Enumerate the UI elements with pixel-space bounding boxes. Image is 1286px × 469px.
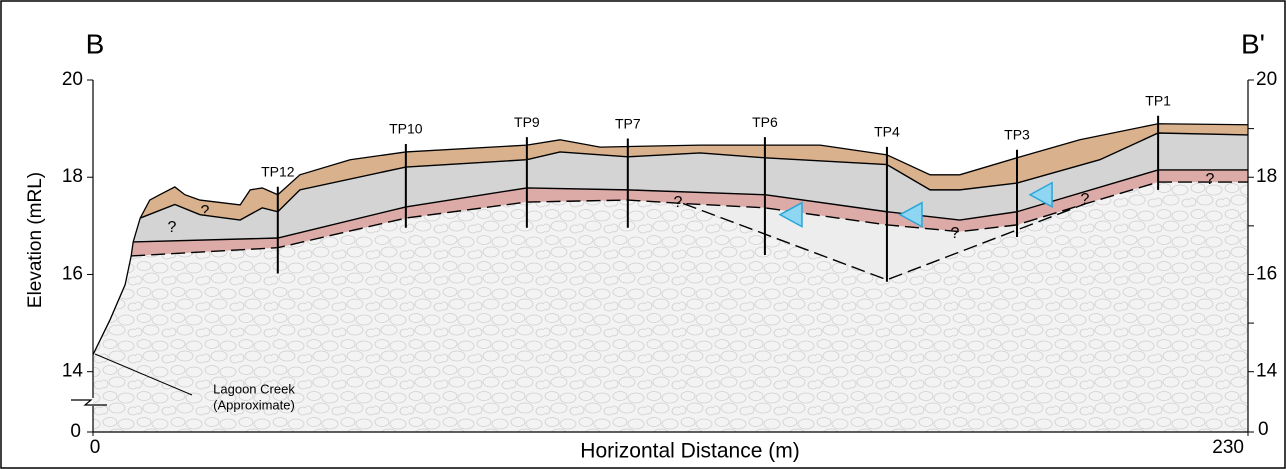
- query-mark: ?: [1081, 191, 1090, 208]
- test-pit-label: TP7: [615, 115, 641, 131]
- x-tick-label: 0: [90, 437, 101, 458]
- annotation: (Approximate): [213, 397, 295, 412]
- test-pit-label: TP6: [752, 114, 778, 130]
- test-pit-label: TP1: [1145, 92, 1171, 108]
- query-mark: ?: [674, 194, 683, 211]
- page: TP12 TP10 TP9 TP7 TP6 TP4 TP3 TP1?????? B B' Ho…: [0, 0, 1286, 469]
- query-mark: ?: [201, 203, 210, 220]
- test-pit-label: TP4: [874, 124, 900, 140]
- test-pit-label: TP3: [1004, 126, 1030, 142]
- section-label: B': [1241, 28, 1265, 59]
- section-label: B: [86, 28, 105, 59]
- query-mark: ?: [951, 225, 960, 242]
- y-tick-label: 20: [62, 69, 83, 90]
- x-axis-label: Horizontal Distance (m): [580, 440, 799, 463]
- annotation: Lagoon Creek: [213, 381, 295, 396]
- y-tick-label: 0: [70, 421, 81, 442]
- query-mark: ?: [1206, 171, 1215, 188]
- y2-tick-label: 18: [1256, 166, 1277, 187]
- y-tick-label: 16: [62, 263, 83, 284]
- y2-tick-label: 14: [1256, 361, 1278, 382]
- test-pit-label: TP12: [261, 163, 295, 179]
- y2-tick-label: 16: [1256, 263, 1277, 284]
- chart: TP12 TP10 TP9 TP7 TP6 TP4 TP3 TP1?????? B B' Ho…: [0, 0, 1286, 469]
- y2-tick-label: 0: [1258, 419, 1269, 440]
- y-tick-label: 18: [62, 166, 83, 187]
- y-tick-label: 14: [62, 361, 84, 382]
- x-tick-label: 230: [1212, 437, 1244, 458]
- query-mark: ?: [168, 219, 177, 236]
- y-axis-label: Elevation (mRL): [25, 172, 46, 308]
- y2-tick-label: 20: [1256, 69, 1277, 90]
- test-pit-label: TP9: [514, 114, 540, 130]
- test-pit-label: TP10: [389, 121, 423, 137]
